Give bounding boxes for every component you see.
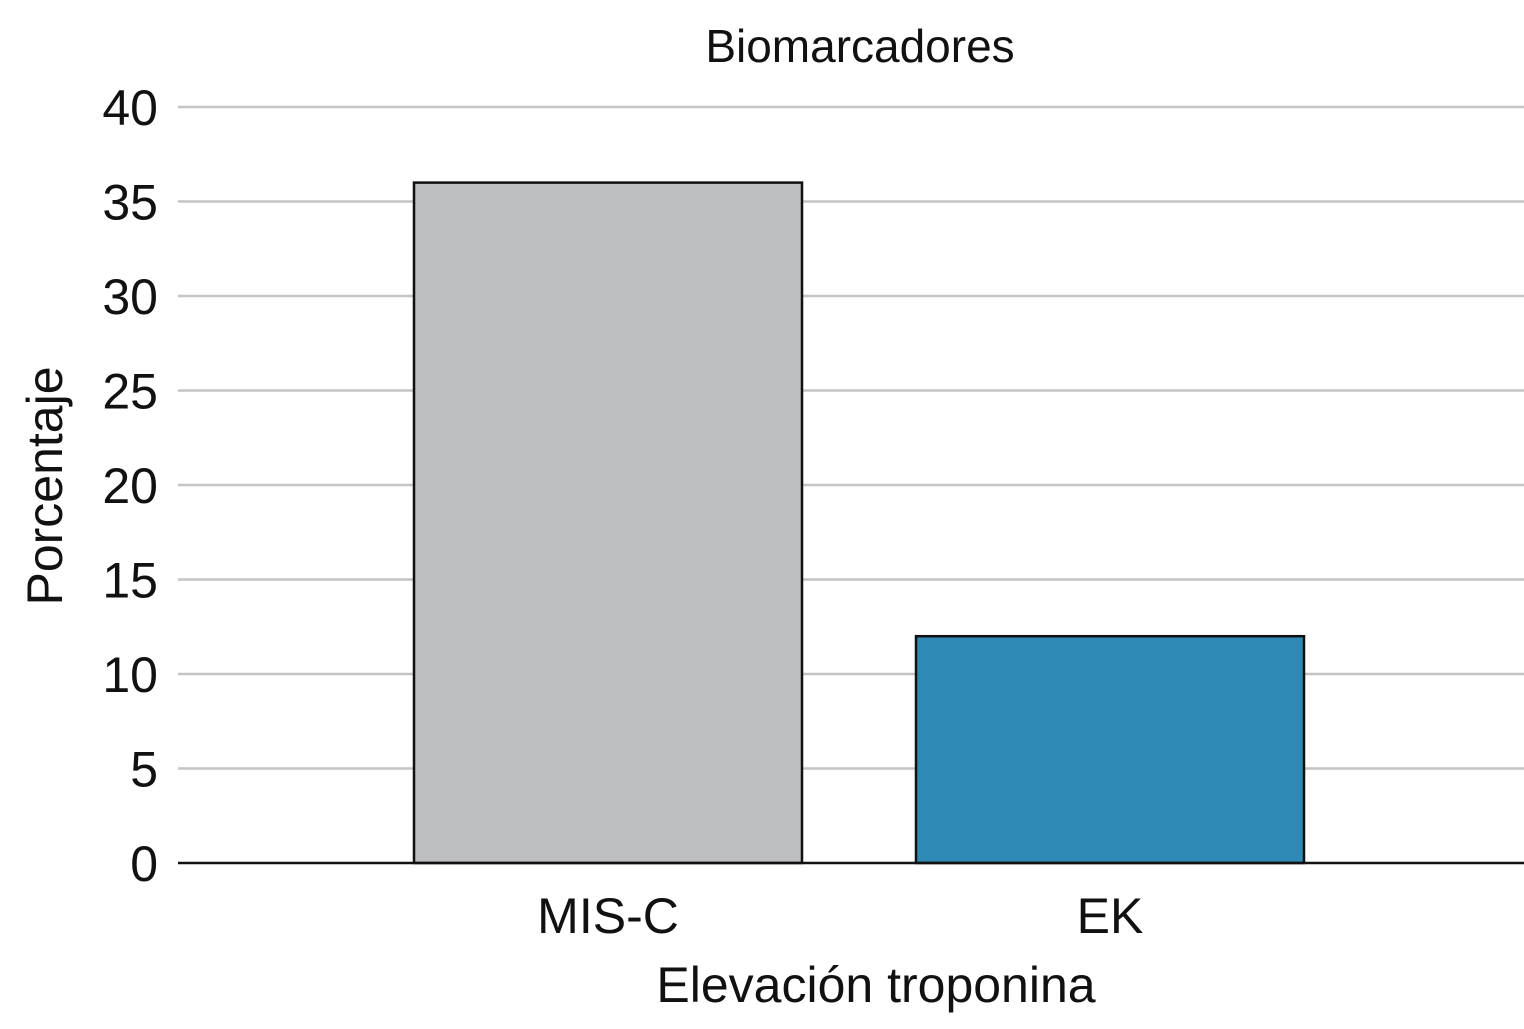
y-axis-label: Porcentaje [17,366,73,605]
y-tick-labels: 0 5 10 15 20 25 30 35 40 [102,80,158,892]
y-tick-label: 5 [130,742,158,798]
x-tick-label: MIS-C [537,888,679,944]
x-tick-labels: MIS-C EK [537,888,1143,944]
bars [412,181,1306,865]
chart-title: Biomarcadores [705,20,1014,72]
y-tick-label: 30 [102,269,158,325]
y-tick-label: 15 [102,553,158,609]
y-tick-label: 20 [102,458,158,514]
y-tick-label: 40 [102,80,158,136]
gridlines [178,105,1524,770]
y-tick-label: 25 [102,364,158,420]
x-axis-label: Elevación troponina [656,957,1095,1013]
y-tick-label: 10 [102,647,158,703]
x-tick-label: EK [1077,888,1144,944]
y-tick-label: 35 [102,175,158,231]
bar-ek [914,634,1306,865]
y-tick-label: 0 [130,836,158,892]
bar-mis-c [412,181,804,865]
